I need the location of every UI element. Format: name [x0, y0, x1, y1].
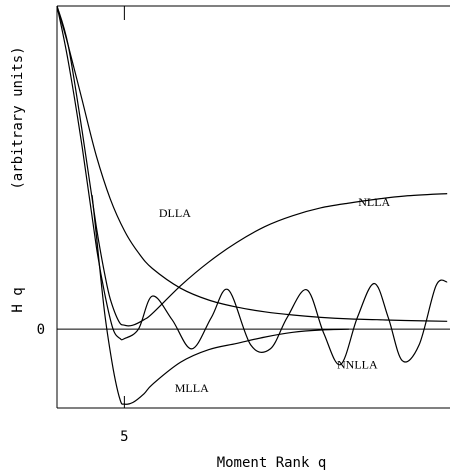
x-axis-label: Moment Rank q [217, 455, 327, 471]
series-line-mlla [91, 195, 349, 405]
series-line-nnlla [56, 5, 448, 366]
series-label-nlla: NLLA [358, 195, 390, 209]
series-label-mlla: MLLA [175, 381, 209, 395]
y-axis-label: H q [10, 287, 26, 312]
annotations-group: DLLA NLLA MLLA NNLLA [159, 195, 391, 395]
y-axis-units-label: (arbitrary units) [10, 46, 26, 189]
ticks: 50 [37, 6, 129, 445]
series-line-dlla [56, 5, 448, 322]
series-group [56, 5, 448, 405]
series-label-dlla: DLLA [159, 206, 191, 220]
series-line-nlla [56, 5, 448, 327]
x-tick-label: 5 [120, 429, 128, 445]
y-tick-label: 0 [37, 322, 45, 338]
series-label-nnlla: NNLLA [337, 358, 378, 372]
axes [56, 5, 450, 409]
